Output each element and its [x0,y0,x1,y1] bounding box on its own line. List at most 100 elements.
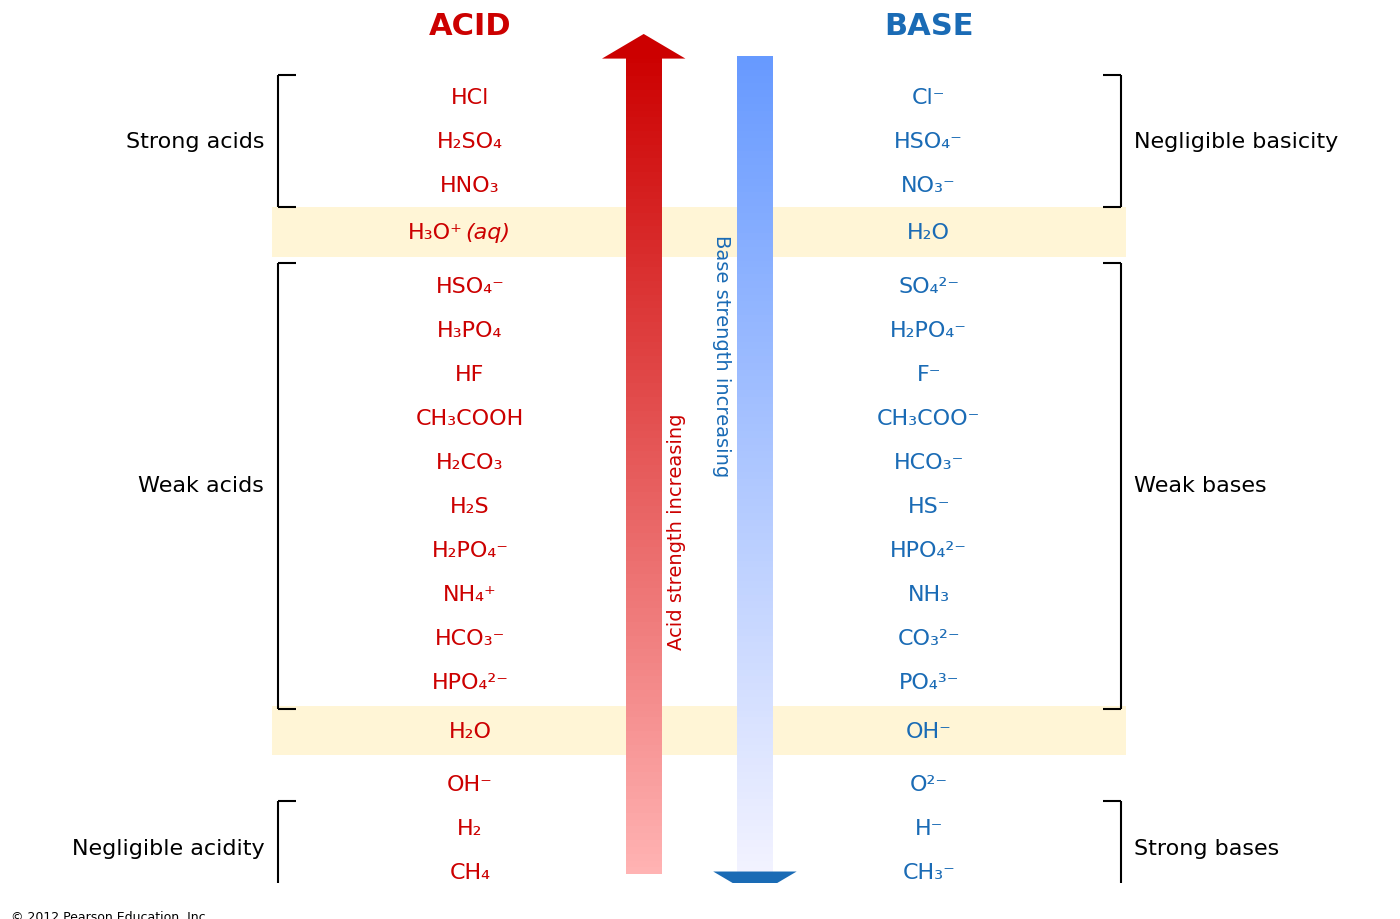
Bar [736,71,773,77]
Text: Cl⁻: Cl⁻ [911,88,945,108]
Bar [736,91,773,97]
Text: OH⁻: OH⁻ [906,721,952,741]
Bar [736,255,773,261]
Bar [736,766,773,772]
Bar [626,91,662,97]
Bar [626,411,662,418]
Bar [736,370,773,377]
Bar [736,493,773,500]
Bar [736,656,773,664]
Bar [736,179,773,187]
Bar [736,724,773,732]
Bar [736,281,773,289]
Bar [626,377,662,384]
Text: (aq): (aq) [466,222,511,243]
Bar [626,548,662,554]
Bar [626,438,662,445]
Bar [736,608,773,616]
Bar [626,752,662,758]
Bar [626,193,662,200]
Bar [736,561,773,568]
Bar [626,445,662,452]
Bar [626,227,662,234]
Bar [736,363,773,370]
Bar [736,207,773,213]
Bar [626,779,662,786]
Bar [626,418,662,425]
Bar [626,213,662,221]
Text: Acid strength increasing: Acid strength increasing [668,414,686,650]
Bar [626,664,662,670]
Bar [626,506,662,513]
Bar [626,459,662,466]
Bar [736,323,773,329]
Text: SO₄²⁻: SO₄²⁻ [899,278,959,297]
Text: Weak acids: Weak acids [139,476,265,495]
Bar [626,255,662,261]
Bar [626,670,662,676]
Text: HSO₄⁻: HSO₄⁻ [895,132,963,153]
Bar [626,241,662,247]
Bar [736,227,773,234]
Text: H₂O: H₂O [907,222,951,243]
Bar [736,316,773,323]
Bar [736,336,773,343]
Bar [736,786,773,792]
Text: Weak bases: Weak bases [1134,476,1267,495]
Bar [736,588,773,595]
Text: HNO₃: HNO₃ [440,176,500,196]
Bar [736,704,773,710]
Bar [626,105,662,111]
Bar [736,159,773,165]
Text: HCl: HCl [451,88,489,108]
Bar [736,806,773,813]
Bar [626,602,662,608]
Bar [736,868,773,874]
Bar [626,234,662,241]
Bar [736,105,773,111]
Bar [626,357,662,363]
Bar [626,527,662,534]
Text: H₂O: H₂O [448,721,491,741]
Bar [736,131,773,139]
Text: CH₃COOH: CH₃COOH [416,409,524,429]
Text: H₂: H₂ [458,818,483,837]
Bar [626,860,662,868]
Bar [626,425,662,432]
Bar [626,57,662,63]
Text: © 2012 Pearson Education, Inc.: © 2012 Pearson Education, Inc. [11,910,210,919]
Bar [736,718,773,724]
Bar [736,486,773,493]
Bar [626,786,662,792]
Bar [736,329,773,336]
Bar [736,520,773,527]
Bar [736,418,773,425]
Bar [626,97,662,105]
Bar [736,506,773,513]
Bar [626,316,662,323]
Bar [626,574,662,582]
Bar [626,466,662,472]
Text: NH₄⁺: NH₄⁺ [442,584,497,605]
Bar [626,329,662,336]
Bar [626,302,662,309]
Bar [736,357,773,363]
Bar [736,165,773,173]
Bar [626,281,662,289]
Bar [626,595,662,602]
Bar [273,707,1126,755]
Bar [626,221,662,227]
Text: H₂CO₃: H₂CO₃ [437,453,504,473]
Text: NO₃⁻: NO₃⁻ [902,176,956,196]
Bar [626,486,662,493]
Bar [626,432,662,438]
Bar [626,698,662,704]
Bar [736,800,773,806]
Bar [626,744,662,752]
Bar [736,554,773,561]
Text: HPO₄²⁻: HPO₄²⁻ [890,540,967,561]
Bar [736,622,773,629]
Bar [626,854,662,860]
Bar [736,193,773,200]
Bar [736,840,773,847]
